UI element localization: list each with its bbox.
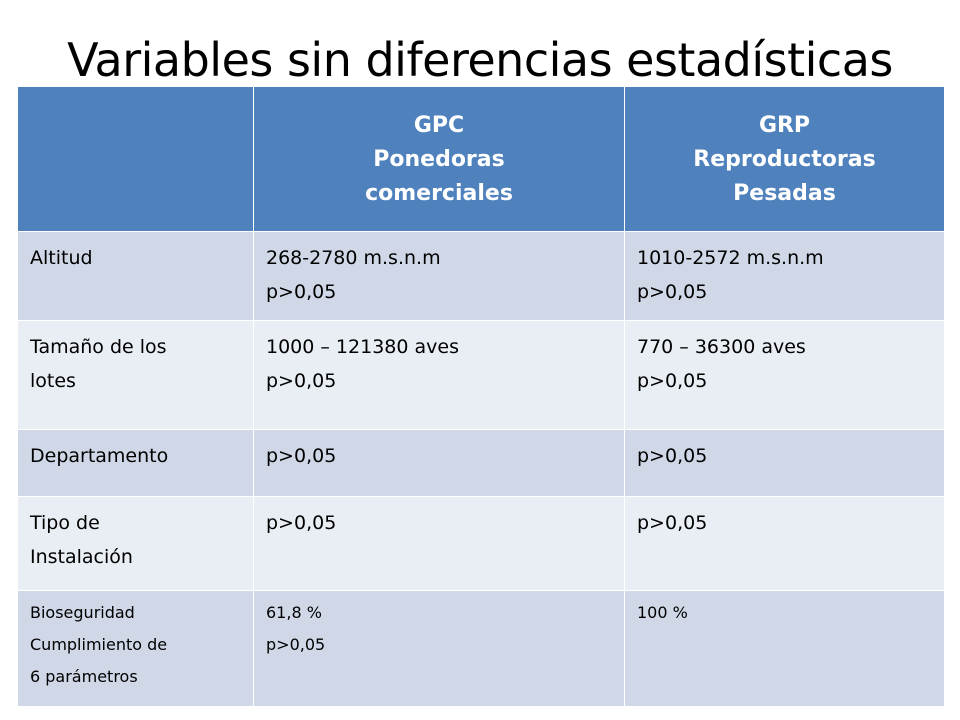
header-gpc-line: comerciales bbox=[365, 181, 513, 206]
gpc-cell: p>0,05 bbox=[253, 429, 625, 497]
grp-pvalue: p>0,05 bbox=[637, 281, 708, 303]
grp-cell: p>0,05 bbox=[624, 496, 945, 591]
table-row-tamano-lotes: Tamaño de los lotes 1000 – 121380 aves p… bbox=[17, 320, 945, 430]
table-row-altitud: Altitud 268-2780 m.s.n.m p>0,05 1010-257… bbox=[17, 231, 945, 321]
row-label-text: Cumplimiento de bbox=[30, 635, 168, 654]
slide-title: Variables sin diferencias estadísticas bbox=[67, 33, 893, 87]
gpc-value: 61,8 % bbox=[266, 603, 322, 622]
row-label: Bioseguridad Cumplimiento de 6 parámetro… bbox=[17, 590, 254, 707]
grp-value: 1010-2572 m.s.n.m bbox=[637, 247, 824, 269]
gpc-cell: 268-2780 m.s.n.m p>0,05 bbox=[253, 231, 625, 321]
grp-cell: 100 % bbox=[624, 590, 945, 707]
gpc-pvalue: p>0,05 bbox=[266, 512, 337, 534]
gpc-cell: 1000 – 121380 aves p>0,05 bbox=[253, 320, 625, 430]
grp-cell: p>0,05 bbox=[624, 429, 945, 497]
grp-cell: 770 – 36300 aves p>0,05 bbox=[624, 320, 945, 430]
row-label-text: Altitud bbox=[30, 247, 93, 269]
header-gpc: GPC Ponedoras comerciales bbox=[253, 86, 625, 232]
row-label-text: Bioseguridad bbox=[30, 603, 135, 622]
grp-pvalue: p>0,05 bbox=[637, 370, 708, 392]
row-label: Departamento bbox=[17, 429, 254, 497]
gpc-pvalue: p>0,05 bbox=[266, 370, 337, 392]
gpc-pvalue: p>0,05 bbox=[266, 281, 337, 303]
grp-value: 100 % bbox=[637, 603, 688, 622]
header-grp-line: Pesadas bbox=[733, 181, 836, 206]
gpc-pvalue: p>0,05 bbox=[266, 445, 337, 467]
table-row-departamento: Departamento p>0,05 p>0,05 bbox=[17, 429, 945, 497]
gpc-cell: p>0,05 bbox=[253, 496, 625, 591]
row-label-text: Instalación bbox=[30, 546, 133, 568]
table-row-bioseguridad: Bioseguridad Cumplimiento de 6 parámetro… bbox=[17, 590, 945, 707]
row-label-text: lotes bbox=[30, 370, 76, 392]
header-grp-line: GRP bbox=[758, 113, 811, 138]
comparison-table: GPC Ponedoras comerciales GRP Reproducto… bbox=[17, 86, 945, 707]
table-row-tipo-instalacion: Tipo de Instalación p>0,05 p>0,05 bbox=[17, 496, 945, 591]
header-empty-cell bbox=[17, 86, 254, 232]
table-header-row: GPC Ponedoras comerciales GRP Reproducto… bbox=[17, 86, 945, 232]
gpc-cell: 61,8 % p>0,05 bbox=[253, 590, 625, 707]
grp-pvalue: p>0,05 bbox=[637, 512, 708, 534]
gpc-value: 268-2780 m.s.n.m bbox=[266, 247, 441, 269]
header-gpc-line: Ponedoras bbox=[373, 147, 505, 172]
row-label: Tipo de Instalación bbox=[17, 496, 254, 591]
row-label: Tamaño de los lotes bbox=[17, 320, 254, 430]
gpc-value: 1000 – 121380 aves bbox=[266, 336, 459, 358]
row-label-text: 6 parámetros bbox=[30, 667, 138, 686]
row-label: Altitud bbox=[17, 231, 254, 321]
grp-cell: 1010-2572 m.s.n.m p>0,05 bbox=[624, 231, 945, 321]
header-grp: GRP Reproductoras Pesadas bbox=[624, 86, 945, 232]
row-label-text: Departamento bbox=[30, 445, 169, 467]
row-label-text: Tamaño de los bbox=[30, 336, 167, 358]
gpc-pvalue: p>0,05 bbox=[266, 635, 326, 654]
grp-value: 770 – 36300 aves bbox=[637, 336, 806, 358]
header-gpc-line: GPC bbox=[413, 113, 465, 138]
grp-pvalue: p>0,05 bbox=[637, 445, 708, 467]
header-grp-line: Reproductoras bbox=[693, 147, 876, 172]
row-label-text: Tipo de bbox=[30, 512, 100, 534]
